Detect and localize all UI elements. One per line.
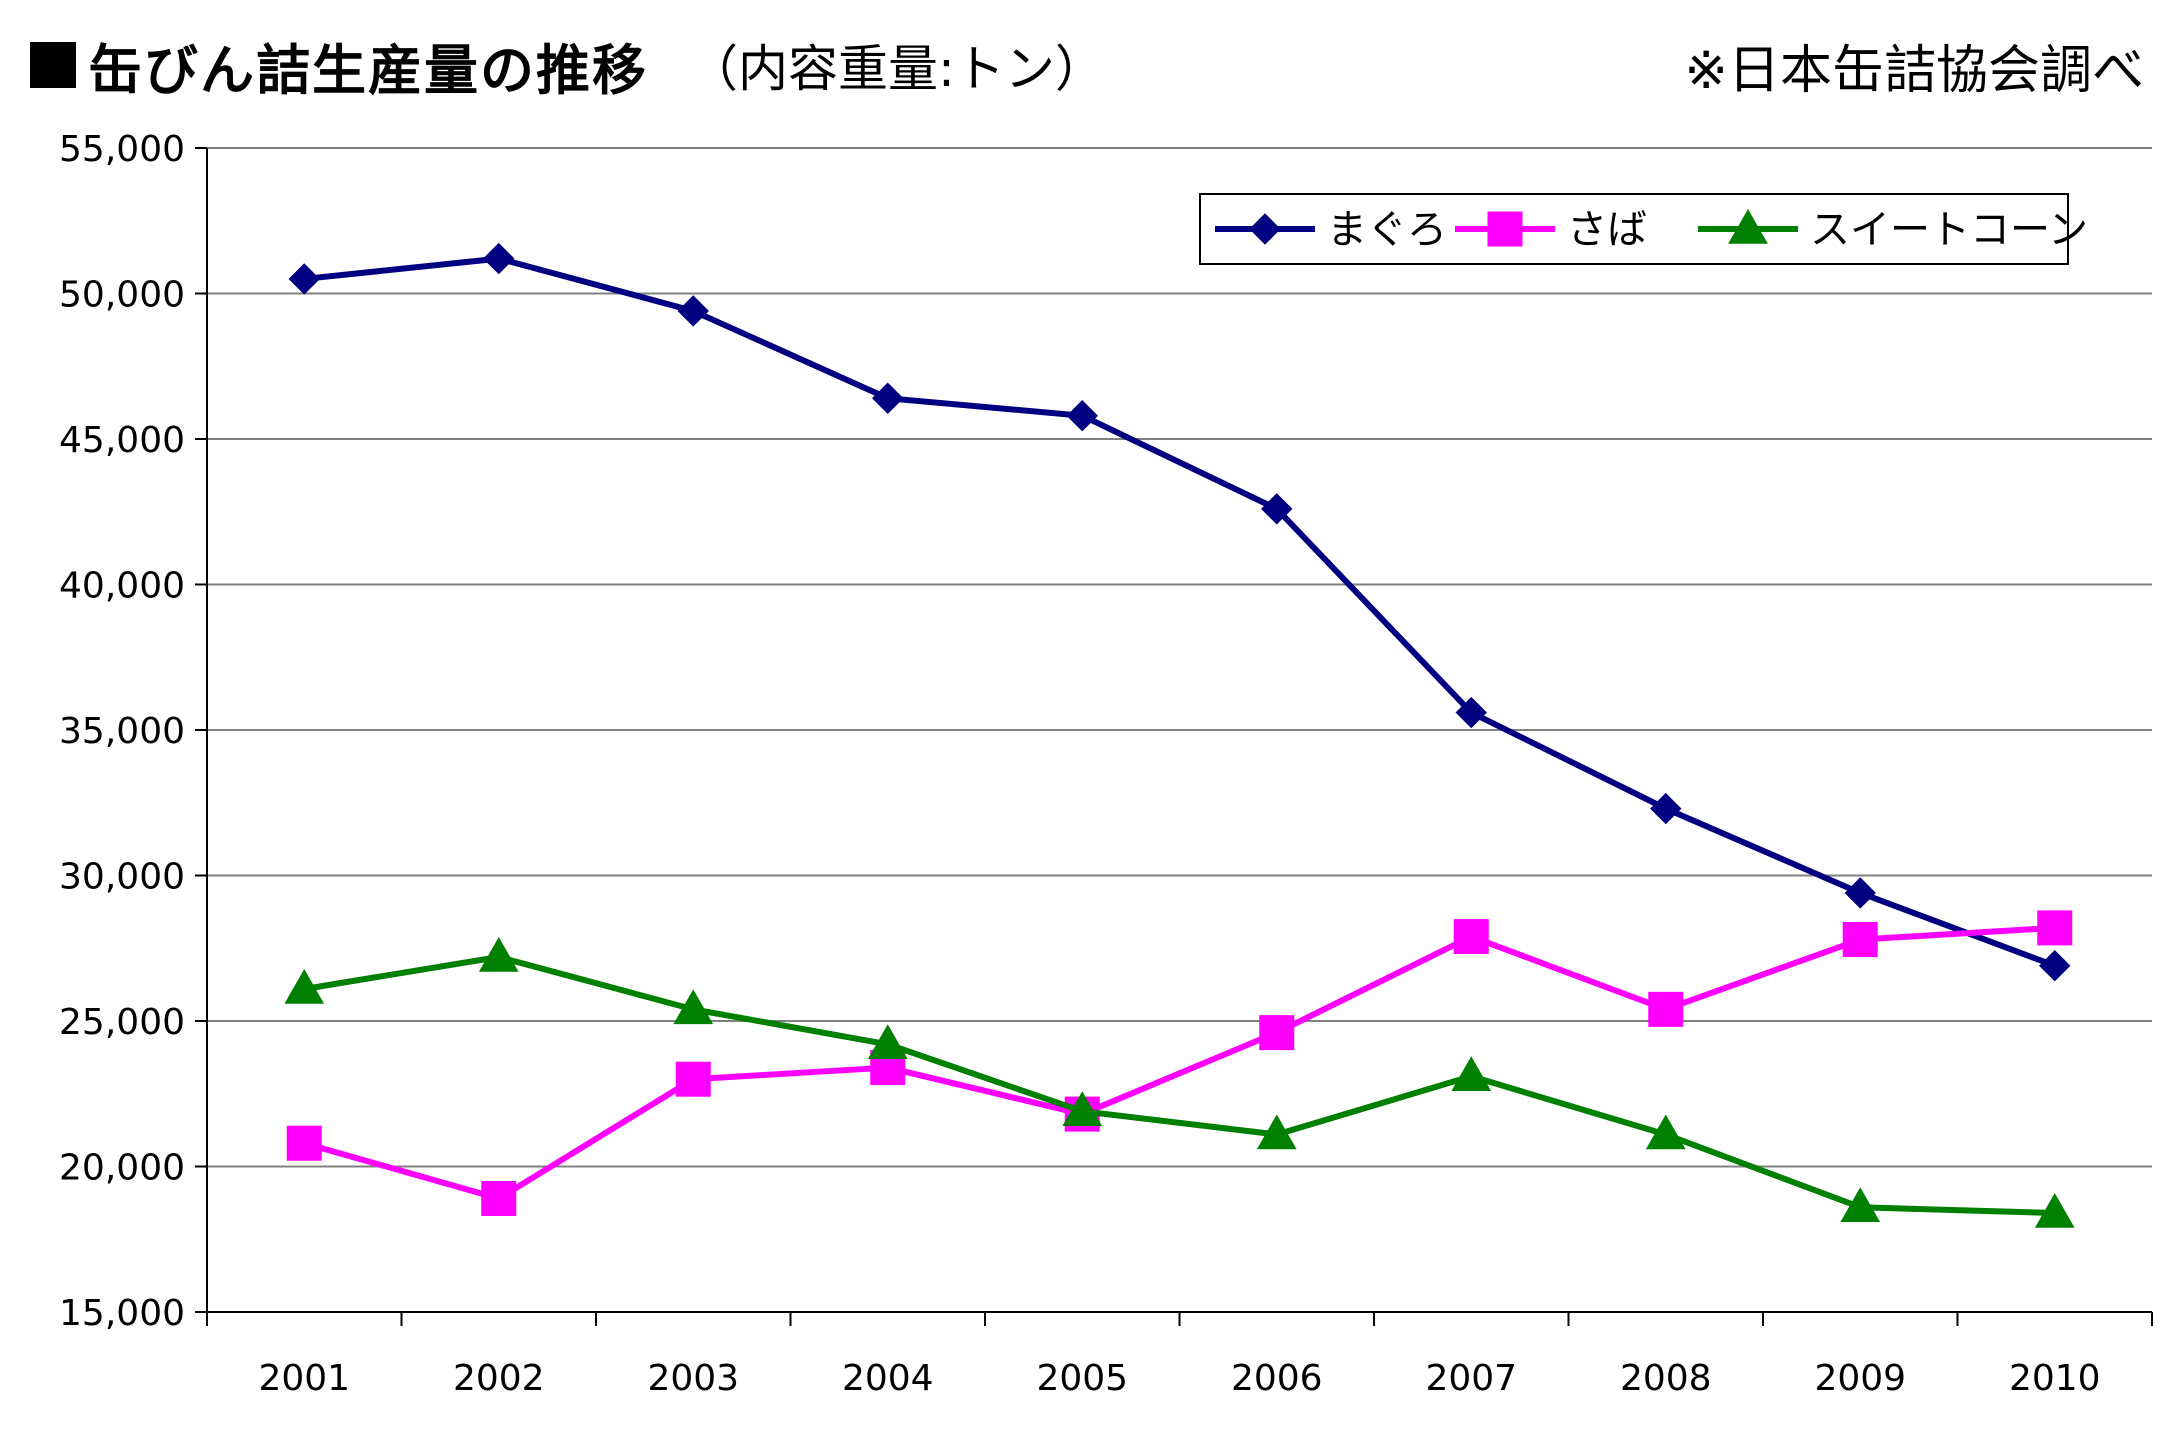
legend-item: スイートコーン bbox=[1698, 207, 2088, 253]
data-point bbox=[284, 968, 325, 1004]
x-tick-label: 2004 bbox=[842, 1358, 934, 1399]
legend-marker bbox=[1728, 208, 1768, 244]
series-line bbox=[303, 953, 2055, 1217]
data-point bbox=[1844, 877, 1876, 909]
data-point bbox=[481, 1181, 517, 1217]
chart-title-row: 缶びん詰生産量の推移 （内容重量:トン） bbox=[30, 20, 1105, 110]
legend-label: まぐろ bbox=[1327, 207, 1447, 253]
data-point bbox=[1648, 991, 1684, 1027]
data-point bbox=[483, 242, 515, 275]
y-tick-label: 15,000 bbox=[59, 1293, 185, 1334]
data-point bbox=[1259, 1015, 1295, 1051]
chart-unit-note: （内容重量:トン） bbox=[688, 40, 1105, 98]
legend-box bbox=[1199, 193, 2069, 265]
x-tick-label: 2010 bbox=[2009, 1358, 2101, 1399]
y-tick-label: 30,000 bbox=[59, 857, 185, 898]
data-point bbox=[872, 382, 904, 414]
data-point bbox=[675, 1061, 711, 1097]
series-line bbox=[303, 255, 2056, 969]
source-note: ※日本缶詰協会調べ bbox=[1684, 40, 2144, 101]
y-tick-label: 25,000 bbox=[59, 1002, 185, 1043]
y-tick-label: 45,000 bbox=[59, 420, 185, 461]
legend: まぐろ さば スイートコーン bbox=[1199, 193, 2088, 265]
y-tick-label: 50,000 bbox=[59, 275, 185, 316]
data-point bbox=[2034, 1193, 2075, 1228]
x-tick-label: 2007 bbox=[1425, 1358, 1517, 1399]
legend-marker bbox=[1249, 213, 1281, 245]
x-tick-label: 2008 bbox=[1620, 1358, 1712, 1399]
x-tick-label: 2002 bbox=[453, 1358, 545, 1399]
data-point bbox=[478, 936, 519, 972]
series-lines bbox=[284, 242, 2075, 1228]
data-point bbox=[1453, 919, 1489, 955]
series-2 bbox=[284, 936, 2075, 1228]
data-point bbox=[673, 989, 714, 1025]
data-point bbox=[288, 263, 320, 295]
data-point bbox=[1261, 493, 1293, 525]
data-point bbox=[1650, 792, 1682, 825]
legend-label: さば bbox=[1567, 207, 1647, 253]
data-point bbox=[1455, 696, 1487, 729]
data-point bbox=[2039, 950, 2071, 982]
data-point bbox=[1256, 1114, 1297, 1150]
data-point bbox=[1066, 400, 1098, 432]
legend-item: まぐろ bbox=[1215, 207, 1447, 253]
data-point bbox=[1451, 1056, 1492, 1092]
y-tick-label: 35,000 bbox=[59, 711, 185, 752]
y-tick-label: 40,000 bbox=[59, 566, 185, 607]
data-point bbox=[1842, 922, 1878, 958]
x-tick-label: 2006 bbox=[1231, 1358, 1323, 1399]
data-point bbox=[1645, 1114, 1686, 1150]
legend-label: スイートコーン bbox=[1810, 207, 2088, 253]
chart-title: 缶びん詰生産量の推移 bbox=[88, 38, 648, 102]
series-0 bbox=[288, 242, 2071, 982]
square-bullet-icon bbox=[30, 42, 76, 88]
x-tick-label: 2005 bbox=[1036, 1358, 1128, 1399]
data-point bbox=[2037, 910, 2073, 946]
grid-lines bbox=[207, 147, 2152, 1168]
data-point bbox=[677, 295, 709, 327]
axes: 15,000 20,000 25,000 30,000 35,000 40,000 45,0… bbox=[59, 129, 2153, 1399]
y-tick-label: 55,000 bbox=[59, 129, 185, 170]
x-tick-label: 2003 bbox=[647, 1358, 739, 1399]
series-line bbox=[303, 924, 2055, 1202]
legend-marker bbox=[1487, 211, 1523, 247]
y-tick-label: 20,000 bbox=[59, 1148, 185, 1189]
series-1 bbox=[286, 910, 2073, 1217]
data-point bbox=[286, 1125, 322, 1161]
data-point bbox=[1840, 1187, 1881, 1222]
x-tick-label: 2001 bbox=[258, 1358, 350, 1399]
data-point bbox=[867, 1024, 908, 1060]
data-point bbox=[1062, 1091, 1103, 1126]
legend-item: さば bbox=[1455, 207, 1647, 253]
x-tick-label: 2009 bbox=[1814, 1358, 1906, 1399]
